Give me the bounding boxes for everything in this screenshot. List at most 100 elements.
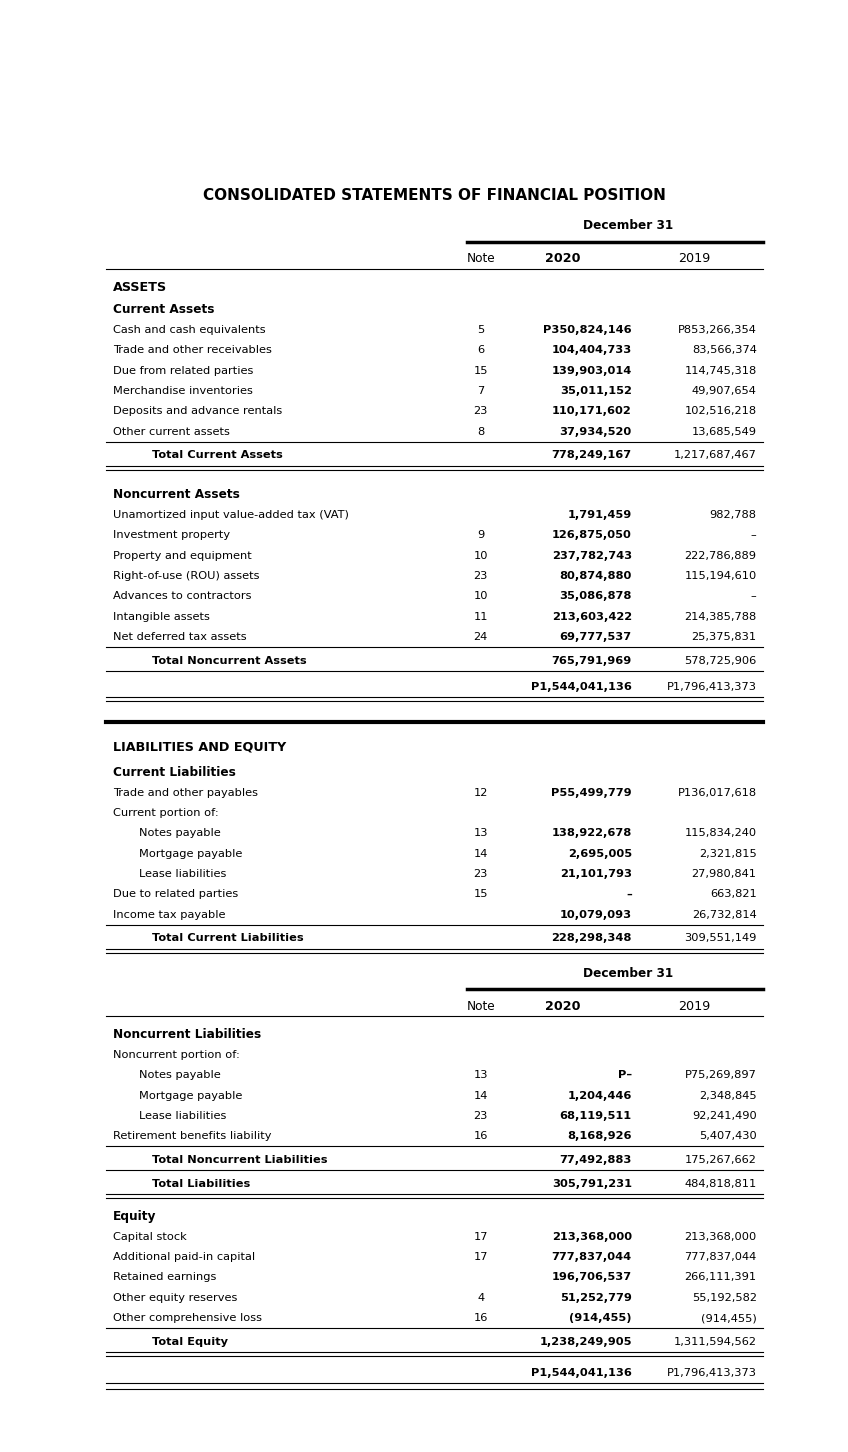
- Text: 17: 17: [473, 1252, 488, 1262]
- Text: 213,603,422: 213,603,422: [552, 611, 632, 621]
- Text: Advances to contractors: Advances to contractors: [113, 591, 251, 601]
- Text: 80,874,880: 80,874,880: [560, 571, 632, 581]
- Text: 23: 23: [473, 868, 488, 878]
- Text: 1,204,446: 1,204,446: [567, 1090, 632, 1101]
- Text: Current portion of:: Current portion of:: [113, 807, 218, 817]
- Text: 982,788: 982,788: [710, 510, 756, 520]
- Text: 126,875,050: 126,875,050: [552, 530, 632, 540]
- Text: 10: 10: [473, 550, 488, 560]
- Text: Total Noncurrent Assets: Total Noncurrent Assets: [152, 656, 307, 666]
- Text: Noncurrent Assets: Noncurrent Assets: [113, 488, 239, 501]
- Text: Additional paid-in capital: Additional paid-in capital: [113, 1252, 254, 1262]
- Text: 35,011,152: 35,011,152: [560, 386, 632, 396]
- Text: December 31: December 31: [583, 967, 673, 980]
- Text: Other current assets: Other current assets: [113, 427, 230, 437]
- Text: 26,732,814: 26,732,814: [692, 909, 756, 919]
- Text: 23: 23: [473, 1111, 488, 1121]
- Text: Investment property: Investment property: [113, 530, 230, 540]
- Text: Retained earnings: Retained earnings: [113, 1272, 216, 1282]
- Text: P55,499,779: P55,499,779: [551, 787, 632, 797]
- Text: Mortgage payable: Mortgage payable: [139, 1090, 243, 1101]
- Text: 139,903,014: 139,903,014: [551, 366, 632, 376]
- Text: 2,695,005: 2,695,005: [567, 848, 632, 858]
- Text: Current Liabilities: Current Liabilities: [113, 765, 236, 778]
- Text: Noncurrent Liabilities: Noncurrent Liabilities: [113, 1028, 261, 1041]
- Text: 228,298,348: 228,298,348: [551, 934, 632, 944]
- Text: 10: 10: [473, 591, 488, 601]
- Text: Note: Note: [466, 1000, 495, 1013]
- Text: 24: 24: [473, 632, 488, 642]
- Text: 17: 17: [473, 1231, 488, 1241]
- Text: 14: 14: [473, 1090, 488, 1101]
- Text: Total Liabilities: Total Liabilities: [152, 1179, 250, 1189]
- Text: Capital stock: Capital stock: [113, 1231, 187, 1241]
- Text: CONSOLIDATED STATEMENTS OF FINANCIAL POSITION: CONSOLIDATED STATEMENTS OF FINANCIAL POS…: [204, 189, 666, 203]
- Text: LIABILITIES AND EQUITY: LIABILITIES AND EQUITY: [113, 741, 286, 754]
- Text: 5: 5: [477, 325, 484, 335]
- Text: Income tax payable: Income tax payable: [113, 909, 225, 919]
- Text: (914,455): (914,455): [701, 1313, 756, 1323]
- Text: 778,249,167: 778,249,167: [552, 450, 632, 460]
- Text: 777,837,044: 777,837,044: [684, 1252, 756, 1262]
- Text: 77,492,883: 77,492,883: [560, 1154, 632, 1165]
- Text: 83,566,374: 83,566,374: [692, 346, 756, 356]
- Text: 25,375,831: 25,375,831: [691, 632, 756, 642]
- Text: Other equity reserves: Other equity reserves: [113, 1292, 237, 1302]
- Text: 214,385,788: 214,385,788: [684, 611, 756, 621]
- Text: 175,267,662: 175,267,662: [684, 1154, 756, 1165]
- Text: 115,194,610: 115,194,610: [684, 571, 756, 581]
- Text: Notes payable: Notes payable: [139, 828, 220, 838]
- Text: 237,782,743: 237,782,743: [552, 550, 632, 560]
- Text: Due from related parties: Due from related parties: [113, 366, 253, 376]
- Text: Due to related parties: Due to related parties: [113, 889, 237, 899]
- Text: Notes payable: Notes payable: [139, 1070, 220, 1080]
- Text: Unamortized input value-added tax (VAT): Unamortized input value-added tax (VAT): [113, 510, 349, 520]
- Text: Total Current Assets: Total Current Assets: [152, 450, 282, 460]
- Text: Total Equity: Total Equity: [152, 1337, 228, 1346]
- Text: 11: 11: [473, 611, 488, 621]
- Text: Retirement benefits liability: Retirement benefits liability: [113, 1131, 271, 1141]
- Text: Note: Note: [466, 253, 495, 266]
- Text: P1,796,413,373: P1,796,413,373: [667, 682, 756, 691]
- Text: P75,269,897: P75,269,897: [684, 1070, 756, 1080]
- Text: 578,725,906: 578,725,906: [684, 656, 756, 666]
- Text: 4: 4: [477, 1292, 484, 1302]
- Text: P–: P–: [617, 1070, 632, 1080]
- Text: 51,252,779: 51,252,779: [560, 1292, 632, 1302]
- Text: Lease liabilities: Lease liabilities: [139, 868, 226, 878]
- Text: 222,786,889: 222,786,889: [684, 550, 756, 560]
- Text: 1,311,594,562: 1,311,594,562: [673, 1337, 756, 1346]
- Text: Lease liabilities: Lease liabilities: [139, 1111, 226, 1121]
- Text: 8,168,926: 8,168,926: [567, 1131, 632, 1141]
- Text: 1,238,249,905: 1,238,249,905: [539, 1337, 632, 1346]
- Text: 9: 9: [477, 530, 484, 540]
- Text: 21,101,793: 21,101,793: [560, 868, 632, 878]
- Text: 2019: 2019: [678, 253, 711, 266]
- Text: 213,368,000: 213,368,000: [684, 1231, 756, 1241]
- Text: 92,241,490: 92,241,490: [692, 1111, 756, 1121]
- Text: Net deferred tax assets: Net deferred tax assets: [113, 632, 246, 642]
- Text: Right-of-use (ROU) assets: Right-of-use (ROU) assets: [113, 571, 259, 581]
- Text: 15: 15: [473, 366, 488, 376]
- Text: 23: 23: [473, 407, 488, 417]
- Text: 8: 8: [477, 427, 484, 437]
- Text: 102,516,218: 102,516,218: [684, 407, 756, 417]
- Text: Other comprehensive loss: Other comprehensive loss: [113, 1313, 261, 1323]
- Text: 663,821: 663,821: [710, 889, 756, 899]
- Text: 213,368,000: 213,368,000: [552, 1231, 632, 1241]
- Text: P350,824,146: P350,824,146: [543, 325, 632, 335]
- Text: 55,192,582: 55,192,582: [692, 1292, 756, 1302]
- Text: 27,980,841: 27,980,841: [692, 868, 756, 878]
- Text: 49,907,654: 49,907,654: [692, 386, 756, 396]
- Text: 2,321,815: 2,321,815: [699, 848, 756, 858]
- Text: 13,685,549: 13,685,549: [692, 427, 756, 437]
- Text: 6: 6: [477, 346, 484, 356]
- Text: 196,706,537: 196,706,537: [552, 1272, 632, 1282]
- Text: P136,017,618: P136,017,618: [678, 787, 756, 797]
- Text: Deposits and advance rentals: Deposits and advance rentals: [113, 407, 282, 417]
- Text: Current Assets: Current Assets: [113, 303, 214, 317]
- Text: 115,834,240: 115,834,240: [684, 828, 756, 838]
- Text: 15: 15: [473, 889, 488, 899]
- Text: 16: 16: [473, 1313, 488, 1323]
- Text: 16: 16: [473, 1131, 488, 1141]
